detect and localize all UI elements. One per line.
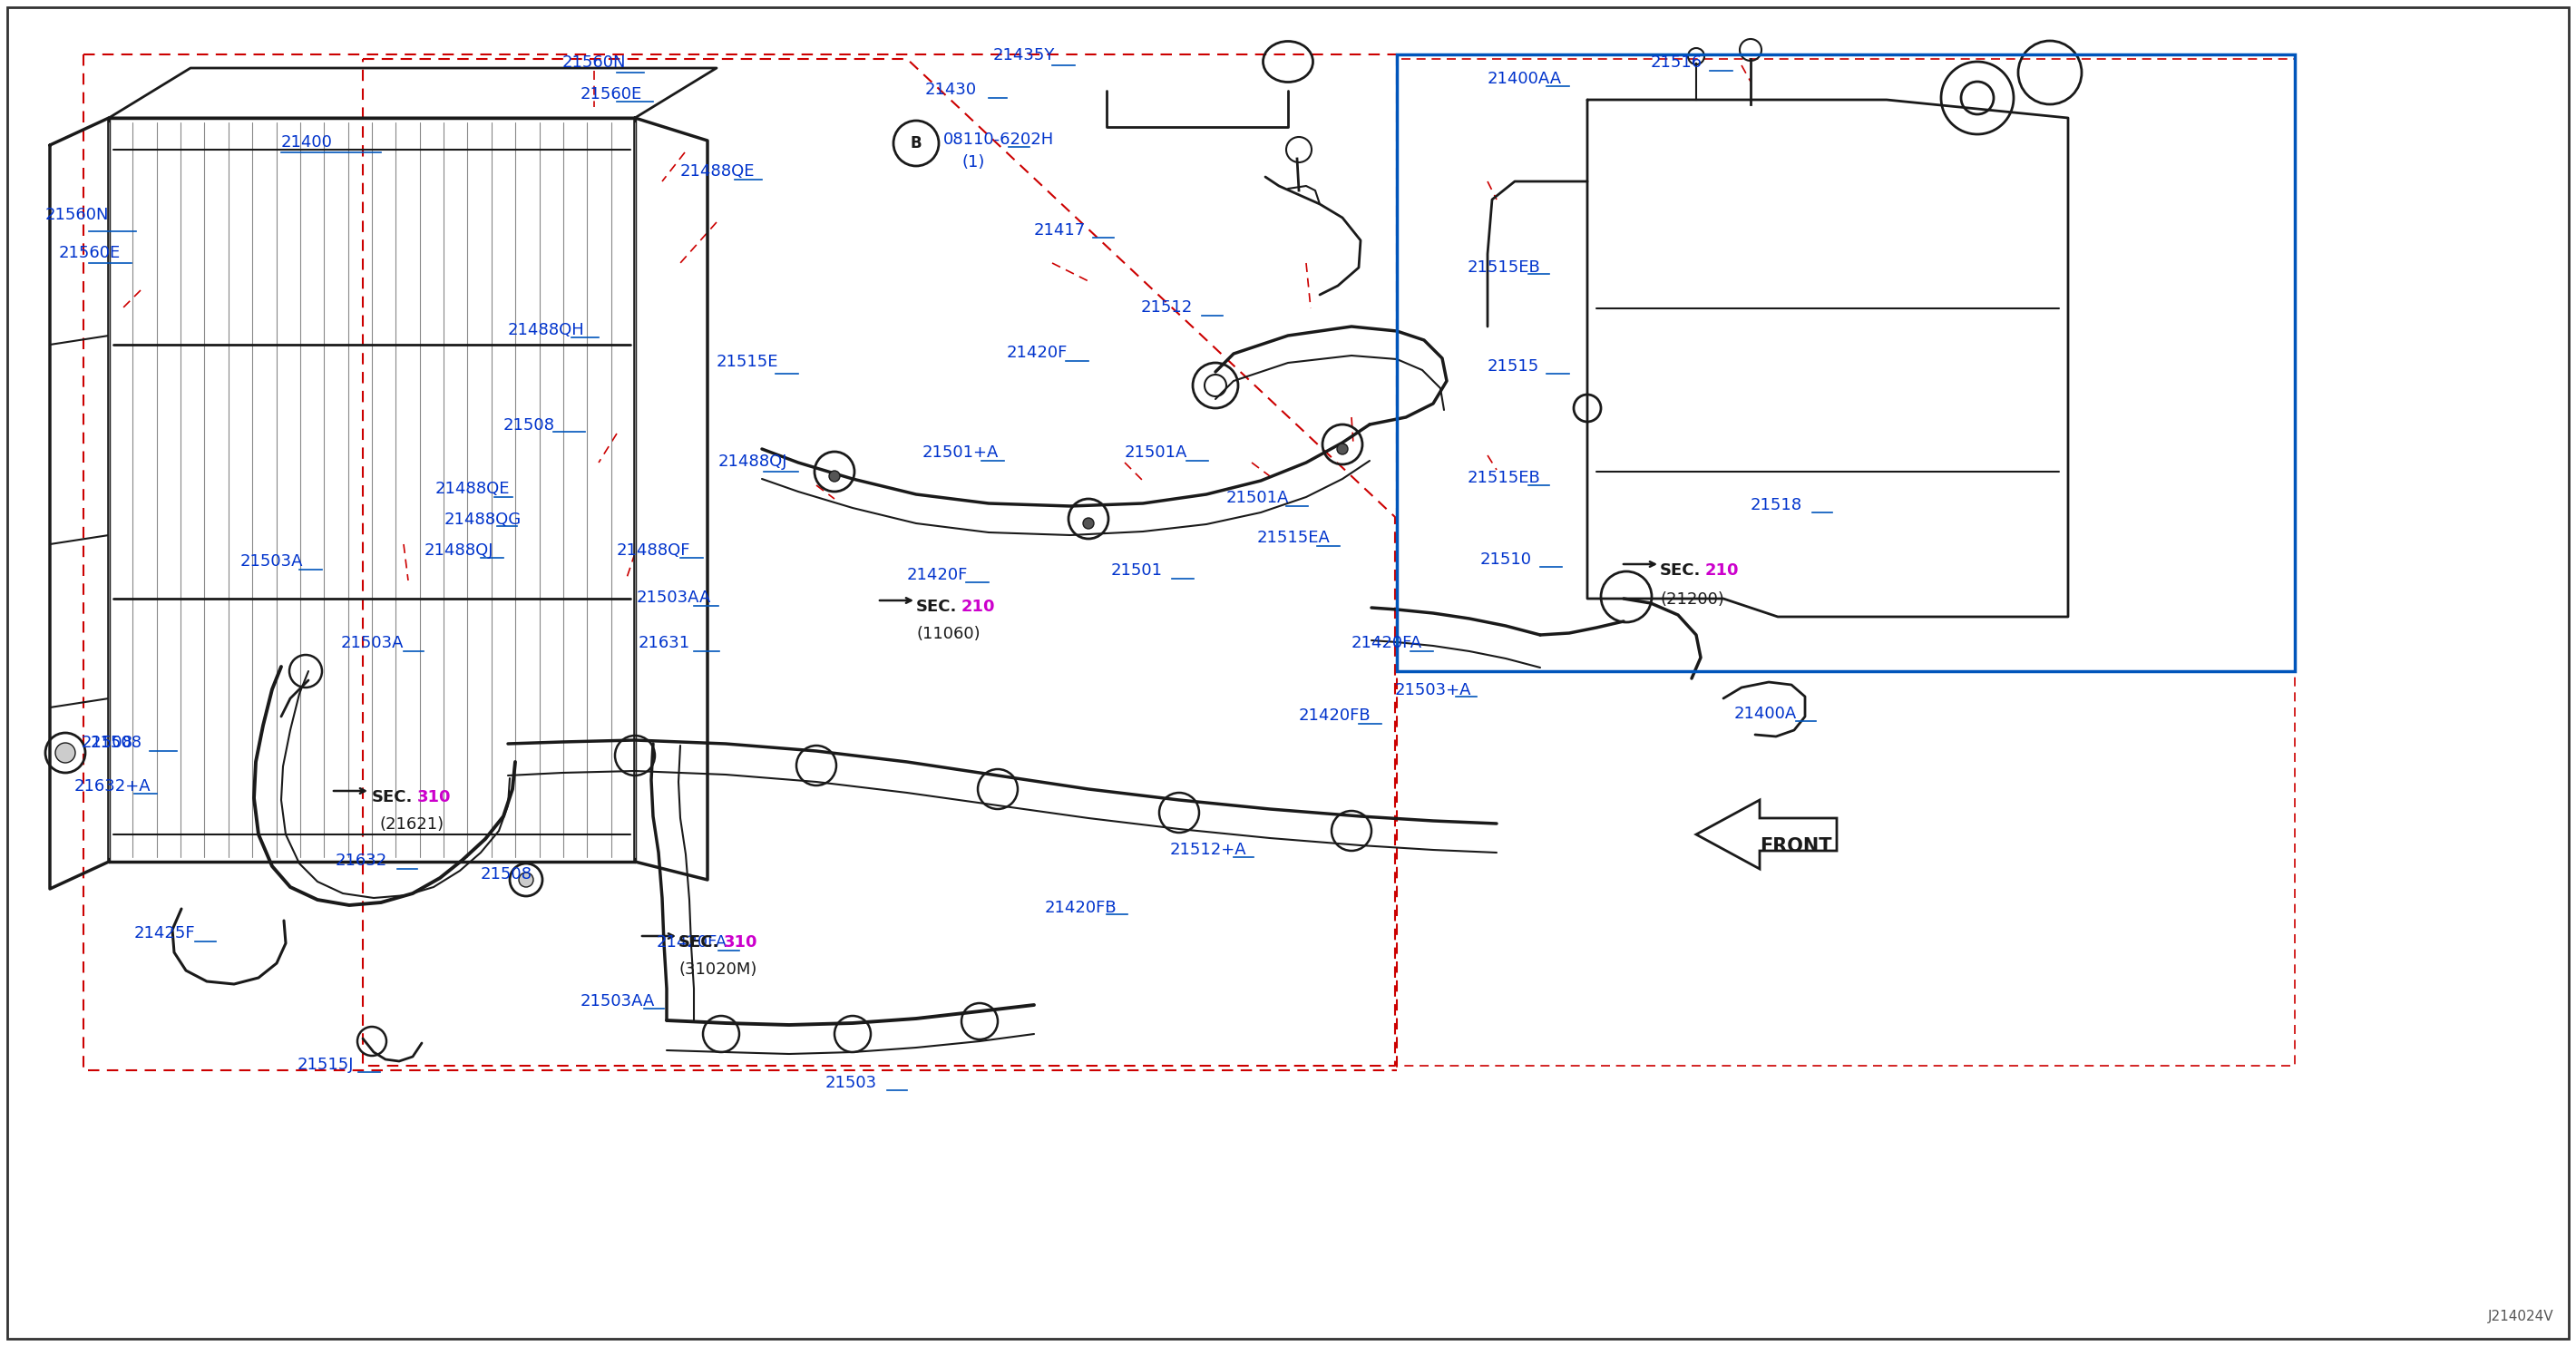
Text: 21515E: 21515E	[716, 354, 778, 370]
Text: (21200): (21200)	[1659, 591, 1723, 607]
Text: 21435Y: 21435Y	[994, 47, 1056, 63]
Text: 21508: 21508	[482, 867, 533, 883]
Text: 21631: 21631	[639, 635, 690, 651]
Text: 21420FB: 21420FB	[1298, 708, 1370, 724]
Text: 21632: 21632	[335, 852, 386, 870]
Text: B: B	[909, 135, 922, 152]
Text: 21512+A: 21512+A	[1170, 841, 1247, 857]
Text: 21501+A: 21501+A	[922, 444, 999, 460]
Text: 21400: 21400	[281, 135, 332, 151]
Circle shape	[54, 743, 75, 763]
Text: 21560E: 21560E	[59, 245, 121, 261]
Text: 21488QE: 21488QE	[680, 163, 755, 179]
Text: 21425F: 21425F	[134, 925, 196, 941]
Text: 21501: 21501	[1110, 563, 1162, 579]
Circle shape	[829, 471, 840, 482]
Text: 21512: 21512	[1141, 299, 1193, 316]
Text: 21508: 21508	[82, 735, 134, 751]
Text: 21503AA: 21503AA	[636, 590, 711, 606]
Text: 21515: 21515	[1486, 358, 1540, 374]
Text: 21508: 21508	[502, 417, 554, 433]
Text: 21515J: 21515J	[296, 1057, 355, 1073]
Text: 21560N: 21560N	[562, 54, 626, 71]
Text: SEC.: SEC.	[677, 934, 719, 950]
Text: (31020M): (31020M)	[677, 961, 757, 977]
Text: 21488QE: 21488QE	[435, 481, 510, 497]
Text: 21560N: 21560N	[46, 207, 108, 223]
Text: SEC.: SEC.	[371, 789, 412, 805]
Text: 21515EB: 21515EB	[1468, 470, 1540, 486]
Text: 21488QG: 21488QG	[446, 511, 523, 528]
Text: SEC.: SEC.	[917, 599, 958, 615]
Text: 21516: 21516	[1651, 54, 1703, 71]
Text: 21518: 21518	[1752, 497, 1803, 513]
Text: FRONT: FRONT	[1759, 837, 1832, 855]
Text: 21420F: 21420F	[1007, 345, 1069, 361]
Text: 21515EB: 21515EB	[1468, 260, 1540, 276]
Circle shape	[1082, 518, 1095, 529]
Text: 21503A: 21503A	[340, 635, 404, 651]
Text: 21503A: 21503A	[240, 553, 304, 569]
Text: 08110-6202H: 08110-6202H	[943, 132, 1054, 148]
Text: 310: 310	[417, 789, 451, 805]
Text: (11060): (11060)	[917, 626, 981, 642]
Text: 210: 210	[1705, 563, 1739, 579]
Text: 21420FA: 21420FA	[1352, 635, 1422, 651]
Text: 21420FA: 21420FA	[657, 934, 726, 950]
Circle shape	[1337, 444, 1347, 455]
Text: 21488QH: 21488QH	[507, 322, 585, 338]
Circle shape	[518, 872, 533, 887]
Text: (1): (1)	[961, 155, 984, 171]
Text: 21420FB: 21420FB	[1046, 899, 1118, 917]
Text: 21503AA: 21503AA	[580, 993, 654, 1010]
Text: 21400AA: 21400AA	[1486, 71, 1561, 87]
Text: 310: 310	[724, 934, 757, 950]
Text: 21501A: 21501A	[1226, 490, 1288, 506]
Polygon shape	[1695, 800, 1837, 870]
Text: 21560E: 21560E	[580, 86, 641, 102]
Text: 21632+A: 21632+A	[75, 778, 152, 794]
Text: 21508: 21508	[90, 735, 142, 751]
Text: SEC.: SEC.	[1659, 563, 1700, 579]
Text: 21488QJ: 21488QJ	[425, 542, 495, 559]
Text: 21400A: 21400A	[1734, 705, 1798, 721]
Text: 21488QJ: 21488QJ	[719, 454, 788, 470]
Text: 21417: 21417	[1033, 222, 1087, 238]
Text: 21501A: 21501A	[1126, 444, 1188, 460]
Text: 21510: 21510	[1481, 552, 1533, 568]
Text: 21503+A: 21503+A	[1396, 682, 1471, 699]
Text: 21503: 21503	[824, 1075, 878, 1092]
Text: J214024V: J214024V	[2488, 1310, 2553, 1323]
Text: 21488QF: 21488QF	[616, 542, 690, 559]
Text: 210: 210	[961, 599, 994, 615]
Text: (21621): (21621)	[379, 816, 443, 833]
Text: 21430: 21430	[925, 82, 976, 98]
Text: 21515EA: 21515EA	[1257, 530, 1332, 546]
Text: 21420F: 21420F	[907, 567, 969, 583]
Bar	[1396, 54, 2295, 672]
